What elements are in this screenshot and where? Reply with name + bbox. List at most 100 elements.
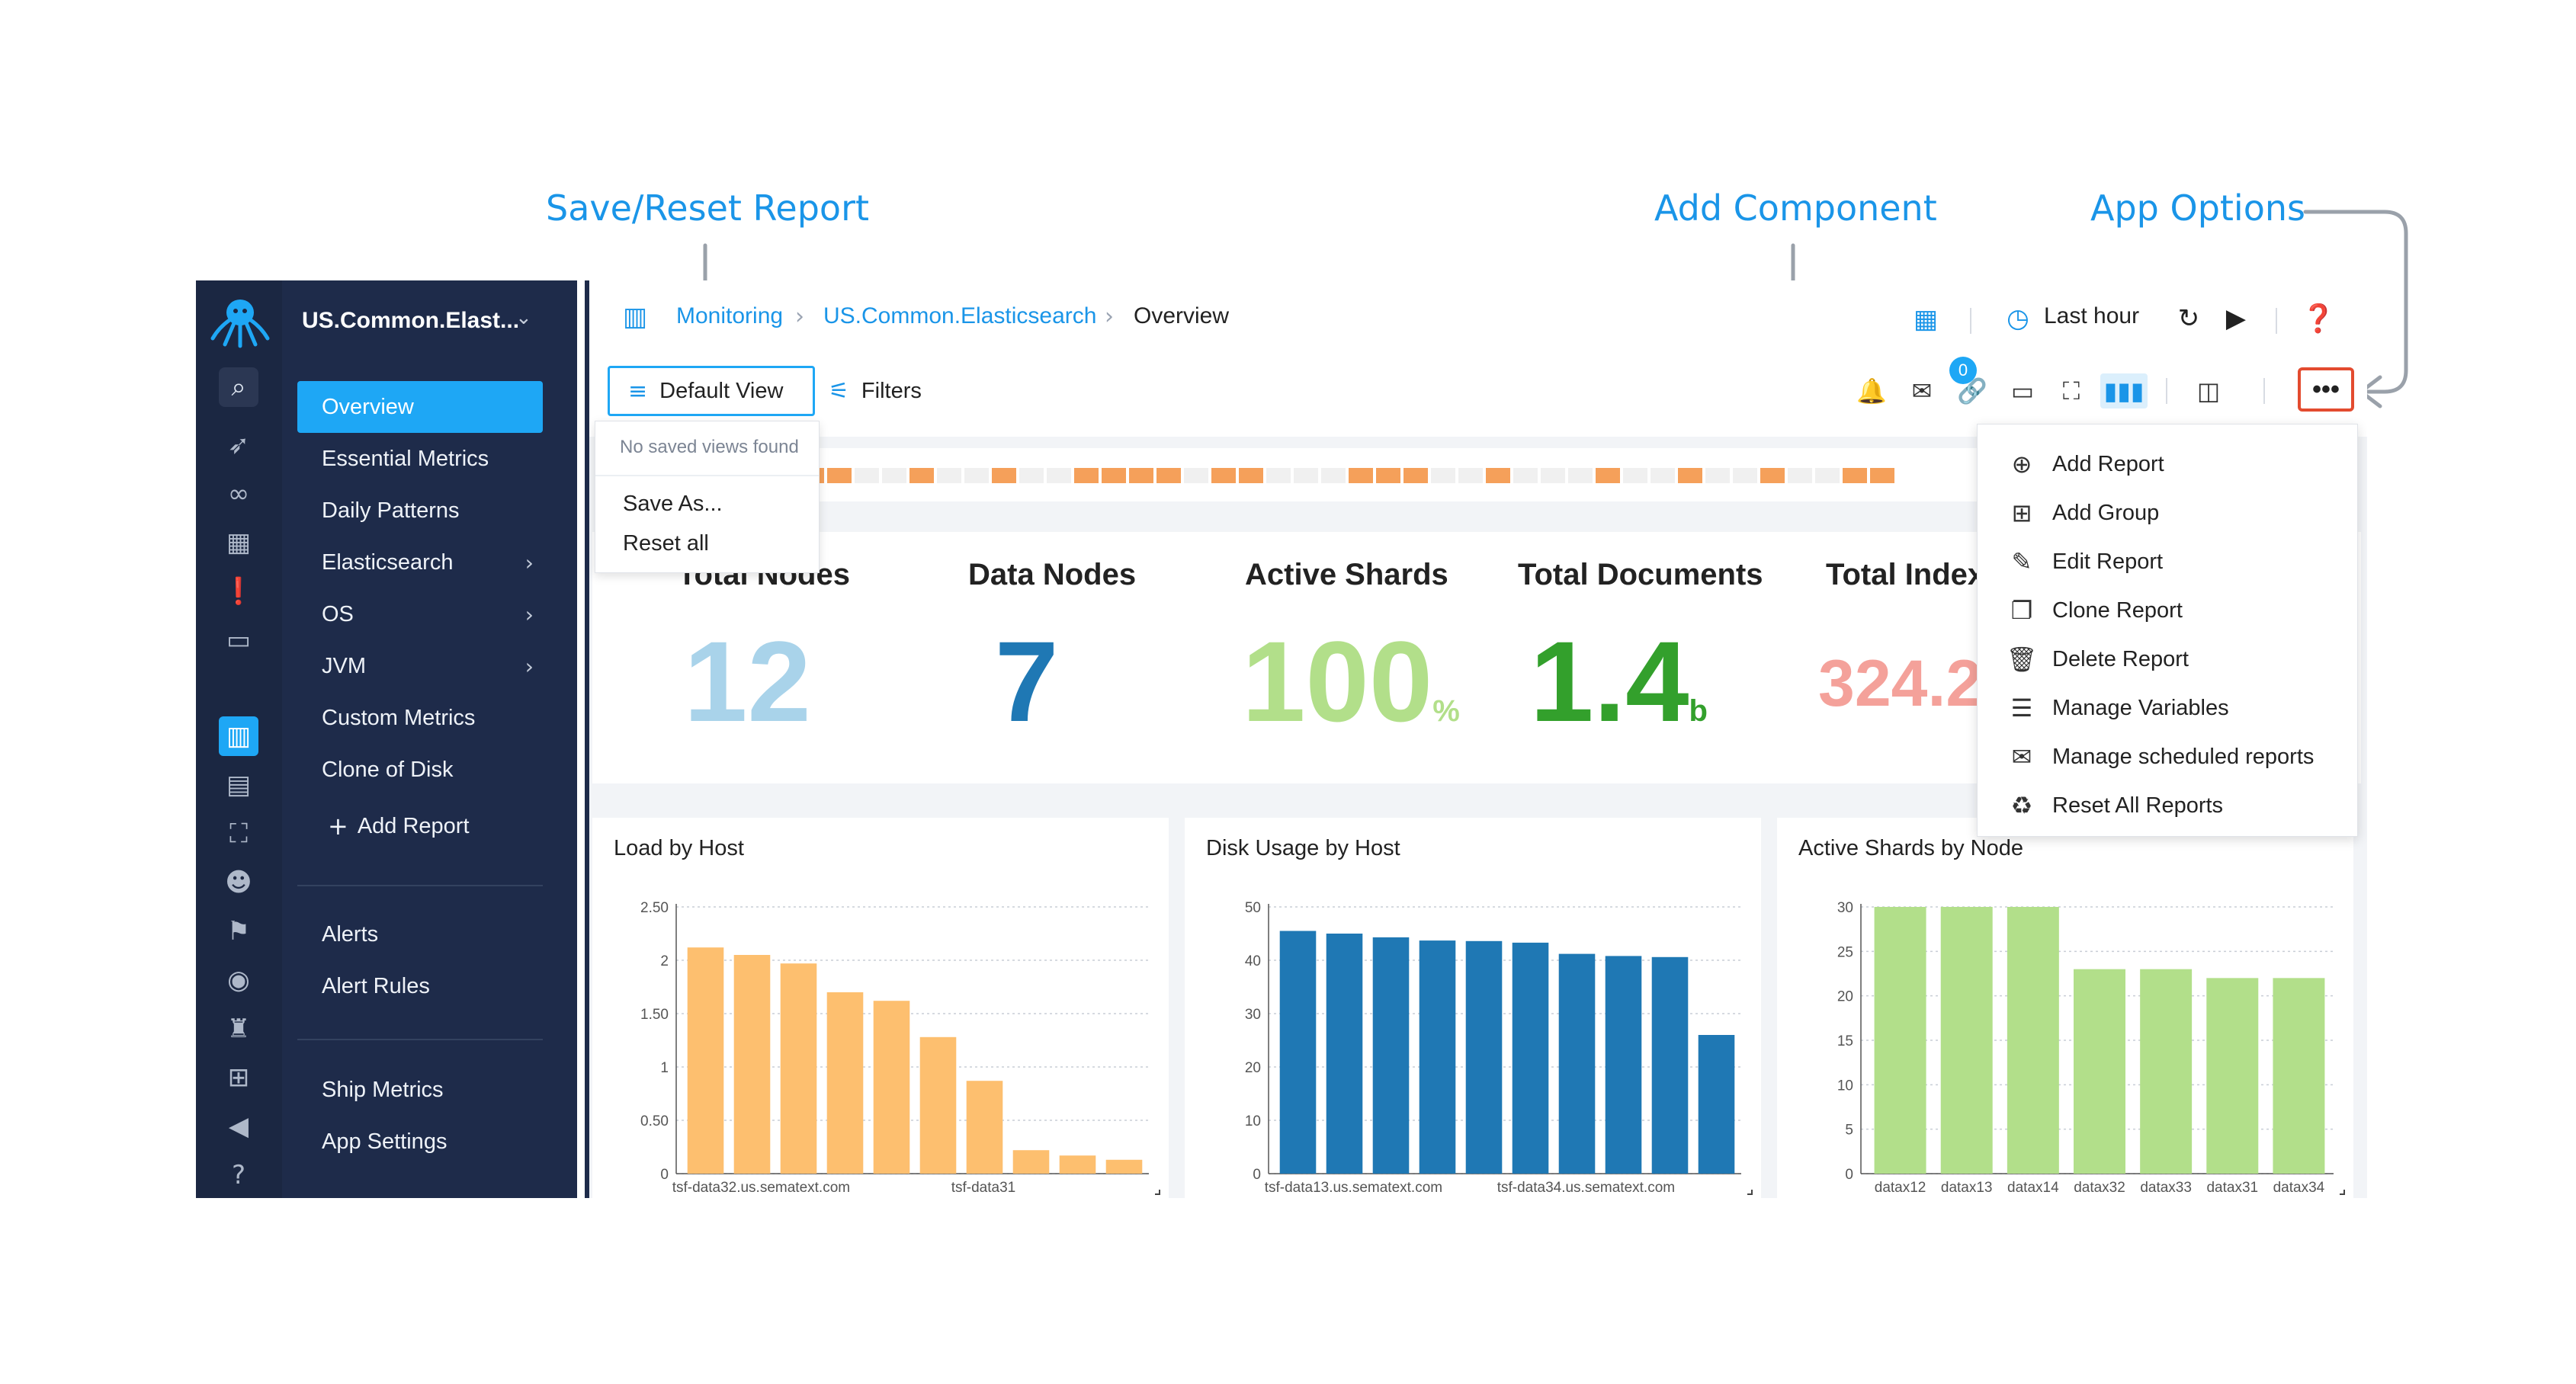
sidebar-item-alert-rules[interactable]: Alert Rules	[297, 960, 543, 1012]
megaphone-icon[interactable]: ◀	[228, 1111, 249, 1142]
reset-all-option[interactable]: Reset all	[623, 531, 709, 556]
menu-item-manage-variables[interactable]: ☰ Manage Variables	[1978, 684, 2357, 732]
tv-mode-icon[interactable]: ▭	[2010, 376, 2035, 405]
default-view-button[interactable]: ≡ Default View	[608, 366, 815, 416]
bar[interactable]	[1605, 956, 1642, 1174]
menu-item-add-report[interactable]: ⊕ Add Report	[1978, 440, 2357, 489]
sidebar-item-os[interactable]: OS ›	[297, 588, 543, 640]
flag-icon[interactable]: ⚑	[226, 916, 251, 947]
bar[interactable]	[966, 1081, 1003, 1174]
menu-item-label: Manage Variables	[2052, 695, 2229, 720]
spy-icon[interactable]: ♜	[226, 1014, 251, 1044]
resize-handle-icon[interactable]	[1747, 1190, 1753, 1195]
resize-handle-icon[interactable]	[1155, 1190, 1160, 1195]
menu-item-add-group[interactable]: ⊞ Add Group	[1978, 489, 2357, 537]
chart-card-load-by-host[interactable]: Load by Host 0 0.50 1 1.50 2 2.50 tsf-data32.u…	[592, 818, 1169, 1198]
octopus-logo[interactable]	[208, 294, 272, 349]
sidebar-item-custom-metrics[interactable]: Custom Metrics	[297, 692, 543, 744]
bar[interactable]	[1326, 934, 1363, 1174]
bar-chart-icon[interactable]: ▥	[219, 716, 258, 756]
breadcrumb-monitoring[interactable]: Monitoring	[676, 303, 784, 328]
bar[interactable]	[780, 963, 817, 1174]
search-icon[interactable]: ⌕	[219, 367, 258, 407]
alert-icon[interactable]: ❗	[222, 576, 255, 607]
bar[interactable]	[1465, 940, 1503, 1174]
nav-divider	[297, 1039, 543, 1040]
save-as-option[interactable]: Save As...	[623, 492, 723, 516]
bar[interactable]	[1059, 1155, 1096, 1174]
bar[interactable]	[1372, 937, 1410, 1174]
bar[interactable]	[1512, 942, 1549, 1174]
bar[interactable]	[2273, 978, 2325, 1174]
add-component-icon[interactable]: ▦	[1913, 304, 1939, 335]
robot-icon[interactable]: ☻	[225, 867, 252, 898]
bar[interactable]	[1874, 907, 1926, 1174]
grid-icon[interactable]: ▦	[226, 527, 252, 558]
bell-add-icon[interactable]: 🔔	[1856, 376, 1887, 405]
sidebar-item-overview[interactable]: Overview	[297, 381, 543, 433]
app-options-button[interactable]: •••	[2298, 367, 2354, 412]
envelope-icon[interactable]: ✉	[1911, 376, 1933, 405]
bar[interactable]	[2206, 978, 2259, 1174]
binoculars-icon[interactable]: ∞	[227, 479, 250, 509]
help-icon[interactable]: ❓	[2301, 303, 2336, 335]
menu-item-label: Add Report	[2052, 451, 2164, 476]
inbox-icon[interactable]: ▭	[226, 625, 252, 655]
bar[interactable]	[2074, 969, 2125, 1174]
menu-item-clone-report[interactable]: ❐ Clone Report	[1978, 586, 2357, 635]
menu-item-delete-report[interactable]: 🗑 Delete Report	[1978, 635, 2357, 684]
sidebar-item-essential-metrics[interactable]: Essential Metrics	[297, 433, 543, 485]
metric-number: 1.4	[1530, 617, 1689, 745]
metric-number: 12	[684, 617, 811, 745]
fullscreen-icon[interactable]: ⛶	[2062, 376, 2080, 405]
chevron-down-icon[interactable]: ⌄	[515, 306, 532, 329]
menu-item-reset-all-reports[interactable]: ♻ Reset All Reports	[1978, 781, 2357, 830]
sidebar-item-elasticsearch[interactable]: Elasticsearch ›	[297, 537, 543, 588]
palette-icon[interactable]: ◉	[227, 965, 250, 995]
sidebar-item-jvm[interactable]: JVM ›	[297, 640, 543, 692]
bar[interactable]	[826, 992, 864, 1174]
document-icon[interactable]: ▤	[226, 770, 252, 800]
split-view-icon[interactable]: ◫	[2196, 376, 2221, 405]
bar[interactable]	[1012, 1150, 1050, 1174]
bar[interactable]	[1651, 956, 1689, 1174]
filters-button[interactable]: ⚟ Filters	[829, 366, 922, 416]
heatmap-cell	[1047, 468, 1071, 483]
menu-item-edit-report[interactable]: ✎ Edit Report	[1978, 537, 2357, 586]
chart-card-disk-usage-by-host[interactable]: Disk Usage by Host 0 10 20 30 40 50 tsf-data13…	[1185, 818, 1761, 1198]
heatmap-cell	[882, 468, 906, 483]
breadcrumb-app[interactable]: US.Common.Elasticsearch	[823, 303, 1097, 328]
bar[interactable]	[1698, 1035, 1735, 1174]
event-strip-toggle-icon[interactable]: ▮▮▮	[2100, 373, 2148, 408]
bar[interactable]	[687, 947, 724, 1174]
chart-card-active-shards-by-node[interactable]: Active Shards by Node 0 5 10 15 20 25 30 datax1…	[1777, 818, 2353, 1198]
bar[interactable]	[733, 955, 771, 1174]
time-range-picker[interactable]: Last hour	[2044, 303, 2140, 328]
heatmap-cell	[1294, 468, 1318, 483]
bar[interactable]	[1558, 953, 1596, 1174]
sidebar-item-daily-patterns[interactable]: Daily Patterns	[297, 485, 543, 537]
help-icon[interactable]: ?	[231, 1160, 246, 1190]
play-icon[interactable]: ▶	[2225, 303, 2247, 334]
app-selector[interactable]: US.Common.Elast...	[302, 308, 520, 333]
gift-icon[interactable]: ⊞	[227, 1062, 250, 1093]
bar[interactable]	[1279, 931, 1317, 1174]
menu-item-manage-scheduled-reports[interactable]: ✉ Manage scheduled reports	[1978, 732, 2357, 781]
sidebar-item-clone-of-disk[interactable]: Clone of Disk	[297, 744, 543, 796]
bar[interactable]	[2007, 907, 2059, 1174]
scan-icon[interactable]: ⛶	[229, 819, 248, 849]
bar[interactable]	[1940, 907, 1993, 1174]
sidebar-item-app-settings[interactable]: App Settings	[297, 1116, 543, 1168]
bar[interactable]	[873, 1001, 910, 1174]
sidebar-item-ship-metrics[interactable]: Ship Metrics	[297, 1064, 543, 1116]
bar[interactable]	[919, 1036, 957, 1174]
add-report-link[interactable]: + Add Report	[297, 800, 543, 852]
bar[interactable]	[2140, 969, 2193, 1174]
sidebar-item-alerts[interactable]: Alerts	[297, 908, 543, 960]
rocket-icon[interactable]: ➶	[227, 430, 250, 460]
resize-handle-icon[interactable]	[2340, 1190, 2345, 1195]
bar[interactable]	[1419, 940, 1456, 1174]
clock-icon[interactable]: ◷	[2007, 303, 2029, 334]
refresh-icon[interactable]: ↻	[2177, 303, 2200, 334]
bar[interactable]	[1105, 1159, 1143, 1174]
